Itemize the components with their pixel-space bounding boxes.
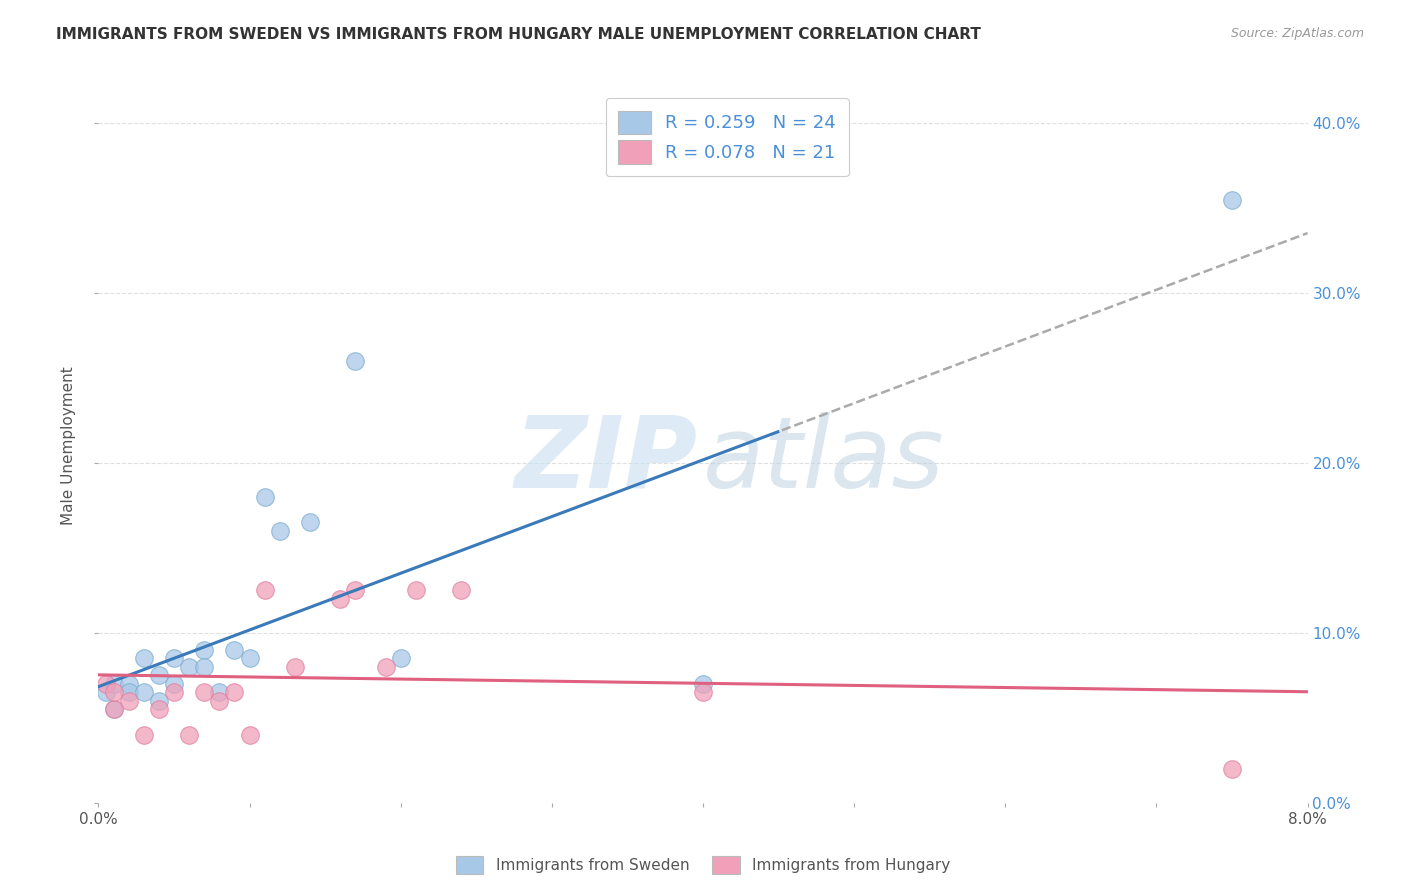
Point [118, 694, 141, 708]
Point [239, 728, 262, 742]
Point [193, 685, 215, 699]
Point [94, 677, 117, 691]
Point [103, 685, 125, 699]
Point [253, 583, 276, 598]
Point [208, 694, 231, 708]
Point [374, 660, 396, 674]
Point [344, 354, 367, 368]
Point [269, 524, 291, 538]
Point [329, 591, 352, 606]
Point [118, 677, 141, 691]
Point [163, 651, 186, 665]
Point [179, 728, 201, 742]
Point [692, 685, 714, 699]
Point [299, 516, 322, 530]
Point [253, 490, 276, 504]
Text: IMMIGRANTS FROM SWEDEN VS IMMIGRANTS FROM HUNGARY MALE UNEMPLOYMENT CORRELATION : IMMIGRANTS FROM SWEDEN VS IMMIGRANTS FRO… [56, 27, 981, 42]
Point [284, 660, 307, 674]
Point [450, 583, 472, 598]
Point [163, 685, 186, 699]
Point [148, 702, 170, 716]
Y-axis label: Male Unemployment: Male Unemployment [60, 367, 76, 525]
Point [103, 677, 125, 691]
Point [132, 651, 155, 665]
Text: ZIP: ZIP [515, 412, 697, 508]
Point [132, 685, 155, 699]
Legend: Immigrants from Sweden, Immigrants from Hungary: Immigrants from Sweden, Immigrants from … [450, 850, 956, 880]
Point [193, 643, 215, 657]
Point [1220, 193, 1243, 207]
Point [103, 702, 125, 716]
Text: atlas: atlas [703, 412, 945, 508]
Point [193, 660, 215, 674]
Point [103, 702, 125, 716]
Point [208, 685, 231, 699]
Point [148, 694, 170, 708]
Point [132, 728, 155, 742]
Point [1220, 762, 1243, 776]
Point [224, 643, 246, 657]
Point [163, 677, 186, 691]
Point [94, 685, 117, 699]
Point [389, 651, 412, 665]
Point [405, 583, 427, 598]
Point [224, 685, 246, 699]
Point [692, 677, 714, 691]
Point [179, 660, 201, 674]
Point [118, 685, 141, 699]
Point [148, 668, 170, 682]
Point [239, 651, 262, 665]
Text: Source: ZipAtlas.com: Source: ZipAtlas.com [1230, 27, 1364, 40]
Point [344, 583, 367, 598]
Legend: R = 0.259   N = 24, R = 0.078   N = 21: R = 0.259 N = 24, R = 0.078 N = 21 [606, 98, 849, 177]
